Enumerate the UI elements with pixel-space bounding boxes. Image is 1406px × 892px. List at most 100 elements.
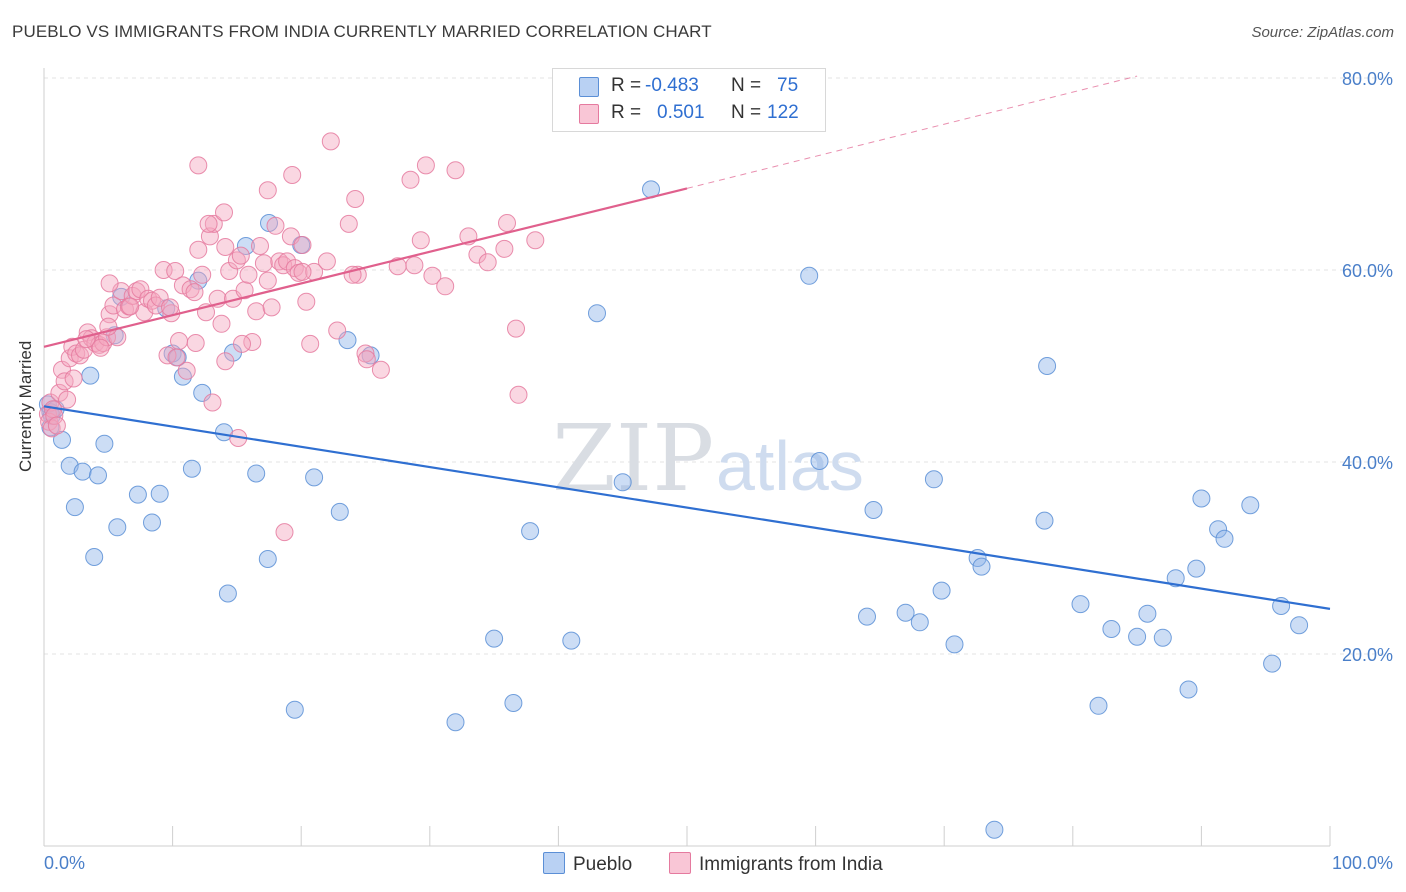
india-point bbox=[131, 280, 150, 299]
pueblo-point bbox=[1187, 559, 1206, 578]
pueblo-point bbox=[1035, 511, 1054, 530]
pueblo-point bbox=[1128, 627, 1147, 646]
pueblo-point bbox=[247, 464, 266, 483]
r-value: -0.483 bbox=[645, 75, 699, 96]
pueblo-swatch bbox=[579, 77, 599, 97]
india-point bbox=[283, 166, 302, 184]
india-point bbox=[247, 302, 266, 321]
legend-item-pueblo[interactable]: Pueblo bbox=[543, 852, 632, 876]
n-label: N = bbox=[731, 102, 762, 123]
pueblo-point bbox=[588, 304, 606, 323]
pueblo-point bbox=[485, 629, 504, 648]
india-point bbox=[317, 252, 336, 271]
india-point bbox=[170, 332, 188, 350]
india-point bbox=[121, 297, 140, 316]
pueblo-point bbox=[236, 237, 255, 255]
india-point bbox=[495, 239, 514, 258]
india-point bbox=[204, 214, 223, 233]
data-points bbox=[38, 132, 1309, 839]
india-legend-swatch bbox=[669, 852, 691, 874]
india-point bbox=[177, 361, 196, 380]
india-point bbox=[346, 190, 365, 208]
y-tick-label: 60.0% bbox=[1342, 261, 1393, 281]
india-point bbox=[100, 274, 119, 293]
y-tick-label: 20.0% bbox=[1342, 645, 1393, 665]
pueblo-point bbox=[858, 607, 876, 626]
pueblo-point bbox=[1263, 654, 1282, 673]
pueblo-point bbox=[1071, 595, 1090, 614]
legend-label-pueblo: Pueblo bbox=[573, 854, 633, 875]
pueblo-point bbox=[143, 513, 161, 532]
pueblo-point bbox=[1241, 496, 1260, 515]
pueblo-point bbox=[1209, 520, 1228, 539]
pueblo-point bbox=[182, 459, 201, 478]
n-label: N = bbox=[731, 75, 762, 96]
pueblo-point bbox=[330, 502, 349, 521]
india-point bbox=[401, 170, 420, 189]
india-point bbox=[216, 238, 235, 256]
india-point bbox=[357, 350, 376, 369]
india-point bbox=[478, 253, 497, 272]
axes bbox=[43, 68, 1331, 847]
india-point bbox=[356, 344, 375, 363]
pueblo-point bbox=[1192, 489, 1211, 508]
pueblo-point bbox=[1290, 616, 1309, 635]
india-point bbox=[411, 231, 430, 250]
india-point bbox=[371, 360, 390, 379]
pueblo-point bbox=[305, 468, 324, 487]
pueblo-point bbox=[504, 694, 523, 712]
x-tick-label: 0.0% bbox=[44, 853, 85, 873]
india-point bbox=[507, 319, 525, 338]
india-point bbox=[239, 265, 258, 284]
pueblo-point bbox=[1215, 529, 1234, 548]
india-point bbox=[50, 383, 69, 402]
india-point bbox=[215, 203, 233, 222]
india-point bbox=[199, 214, 218, 233]
pueblo-point bbox=[972, 557, 991, 576]
pueblo-point bbox=[1138, 604, 1157, 623]
r-value: 0.501 bbox=[657, 102, 705, 123]
pueblo-point bbox=[945, 635, 964, 654]
n-value: 75 bbox=[777, 75, 799, 96]
pueblo-point bbox=[800, 266, 819, 285]
stats-row-india: R = 0.501 N = 122 bbox=[553, 100, 825, 126]
india-point bbox=[526, 231, 545, 250]
pueblo-point bbox=[65, 498, 84, 517]
pueblo-point bbox=[81, 366, 100, 385]
pueblo-point bbox=[810, 452, 829, 470]
pueblo-point bbox=[1038, 357, 1057, 375]
india-swatch bbox=[579, 104, 599, 124]
india-point bbox=[301, 334, 320, 353]
india-point bbox=[328, 321, 347, 340]
india-point bbox=[233, 334, 251, 353]
pueblo-point bbox=[910, 613, 929, 632]
pueblo-point bbox=[896, 603, 915, 622]
india-point bbox=[258, 181, 277, 200]
legend-item-india[interactable]: Immigrants from India bbox=[669, 852, 883, 876]
pueblo-point bbox=[1166, 569, 1185, 588]
india-point bbox=[166, 262, 185, 280]
pueblo-point bbox=[521, 522, 540, 541]
india-point bbox=[189, 240, 208, 259]
india-point bbox=[216, 352, 235, 371]
r-label: R = bbox=[611, 102, 642, 123]
stats-row-pueblo: R = -0.483 N = 75 bbox=[553, 73, 825, 99]
pueblo-point bbox=[1089, 696, 1108, 715]
india-point bbox=[498, 214, 516, 232]
r-label: R = bbox=[611, 75, 642, 96]
pueblo-point bbox=[864, 501, 883, 519]
india-point bbox=[468, 245, 487, 264]
india-point bbox=[220, 262, 239, 280]
pueblo-point bbox=[924, 470, 943, 489]
india-point bbox=[91, 338, 110, 357]
india-point bbox=[266, 216, 285, 235]
india-point bbox=[189, 156, 208, 175]
pueblo-point bbox=[218, 584, 237, 603]
india-point bbox=[509, 385, 528, 404]
india-point bbox=[158, 346, 177, 365]
pueblo-legend-swatch bbox=[543, 852, 565, 874]
india-point bbox=[235, 281, 254, 300]
pueblo-point bbox=[128, 485, 147, 504]
india-point bbox=[258, 271, 277, 290]
